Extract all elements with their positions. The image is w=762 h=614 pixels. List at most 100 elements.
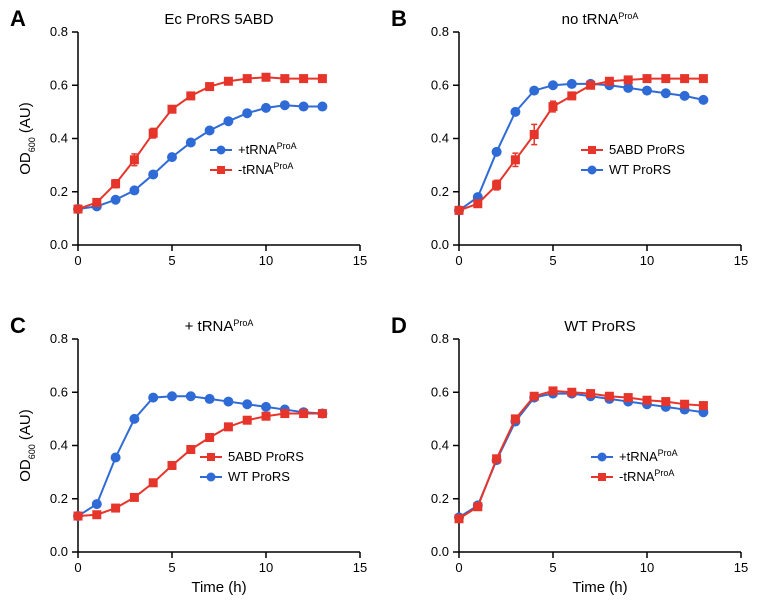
- ytick-label: 0.2: [431, 184, 449, 199]
- panel-label: B: [391, 6, 407, 32]
- marker-circle: [111, 453, 120, 462]
- marker-square: [474, 200, 482, 208]
- marker-square: [300, 410, 308, 418]
- marker-square: [168, 105, 176, 113]
- marker-circle: [186, 138, 195, 147]
- marker-square: [549, 387, 557, 395]
- axis-frame: [78, 339, 360, 552]
- xtick-label: 10: [259, 253, 273, 268]
- marker-square: [605, 392, 613, 400]
- marker-square: [224, 423, 232, 431]
- xtick-label: 5: [549, 560, 556, 575]
- chart-title: + tRNAProA: [185, 318, 254, 335]
- ytick-label: 0.4: [431, 131, 449, 146]
- chart-title: WT ProRS: [564, 318, 635, 335]
- marker-square: [224, 77, 232, 85]
- marker-square: [187, 445, 195, 453]
- marker-square: [643, 75, 651, 83]
- ytick-label: 0.4: [431, 438, 449, 453]
- marker-square: [281, 75, 289, 83]
- xtick-label: 15: [353, 253, 367, 268]
- xtick-label: 0: [74, 560, 81, 575]
- marker-circle: [567, 79, 576, 88]
- marker-square: [206, 83, 214, 91]
- ytick-label: 0.8: [431, 331, 449, 346]
- marker-square: [243, 75, 251, 83]
- legend-marker-square: [207, 453, 215, 461]
- ytick-label: 0.8: [431, 24, 449, 39]
- marker-square: [549, 103, 557, 111]
- axis-frame: [459, 32, 741, 245]
- marker-square: [681, 400, 689, 408]
- marker-square: [511, 415, 519, 423]
- ytick-label: 0.8: [50, 331, 68, 346]
- marker-circle: [205, 126, 214, 135]
- marker-square: [149, 129, 157, 137]
- marker-square: [318, 75, 326, 83]
- xtick-label: 15: [734, 560, 748, 575]
- xtick-label: 0: [455, 560, 462, 575]
- legend-label: 5ABD ProRS: [609, 142, 685, 157]
- ytick-label: 0.8: [50, 24, 68, 39]
- marker-circle: [111, 195, 120, 204]
- axis-frame: [459, 339, 741, 552]
- xtick-label: 10: [259, 560, 273, 575]
- legend-marker-circle: [207, 473, 216, 482]
- xlabel: Time (h): [572, 579, 627, 596]
- marker-square: [455, 515, 463, 523]
- marker-square: [262, 73, 270, 81]
- chart-title: Ec ProRS 5ABD: [164, 11, 273, 28]
- marker-square: [281, 410, 289, 418]
- ytick-label: 0.6: [50, 77, 68, 92]
- marker-circle: [699, 95, 708, 104]
- xtick-label: 5: [168, 253, 175, 268]
- marker-circle: [492, 147, 501, 156]
- marker-square: [681, 75, 689, 83]
- marker-square: [568, 388, 576, 396]
- legend-marker-square: [217, 166, 225, 174]
- marker-circle: [511, 107, 520, 116]
- legend-label: +tRNAProA: [238, 141, 297, 157]
- marker-square: [493, 181, 501, 189]
- xtick-label: 5: [168, 560, 175, 575]
- series-line-blue: [78, 105, 322, 209]
- marker-square: [662, 75, 670, 83]
- panel-label: A: [10, 6, 26, 32]
- marker-square: [699, 75, 707, 83]
- ytick-label: 0.0: [50, 544, 68, 559]
- legend-label: WT ProRS: [609, 162, 671, 177]
- legend-marker-square: [588, 146, 596, 154]
- marker-square: [300, 75, 308, 83]
- panel-c: 0.00.20.40.60.8051015OD600 (AU)Time (h)+…: [0, 307, 381, 614]
- marker-circle: [243, 400, 252, 409]
- marker-square: [112, 504, 120, 512]
- xtick-label: 0: [455, 253, 462, 268]
- xtick-label: 15: [734, 253, 748, 268]
- marker-circle: [680, 91, 689, 100]
- ytick-label: 0.4: [50, 131, 68, 146]
- ytick-label: 0.2: [431, 491, 449, 506]
- legend-marker-circle: [588, 166, 597, 175]
- ytick-label: 0.2: [50, 491, 68, 506]
- marker-square: [262, 412, 270, 420]
- marker-square: [511, 156, 519, 164]
- legend-label: WT ProRS: [228, 469, 290, 484]
- marker-square: [187, 92, 195, 100]
- marker-circle: [224, 397, 233, 406]
- legend-label: +tRNAProA: [619, 448, 678, 464]
- marker-circle: [318, 102, 327, 111]
- marker-square: [699, 402, 707, 410]
- axis-frame: [78, 32, 360, 245]
- xlabel: Time (h): [191, 579, 246, 596]
- xtick-label: 0: [74, 253, 81, 268]
- ytick-label: 0.0: [431, 237, 449, 252]
- ytick-label: 0.6: [431, 77, 449, 92]
- xtick-label: 5: [549, 253, 556, 268]
- panel-label: C: [10, 313, 26, 339]
- marker-circle: [661, 89, 670, 98]
- marker-square: [455, 206, 463, 214]
- series-line-red: [78, 414, 322, 517]
- marker-square: [93, 198, 101, 206]
- marker-circle: [168, 153, 177, 162]
- ytick-label: 0.0: [431, 544, 449, 559]
